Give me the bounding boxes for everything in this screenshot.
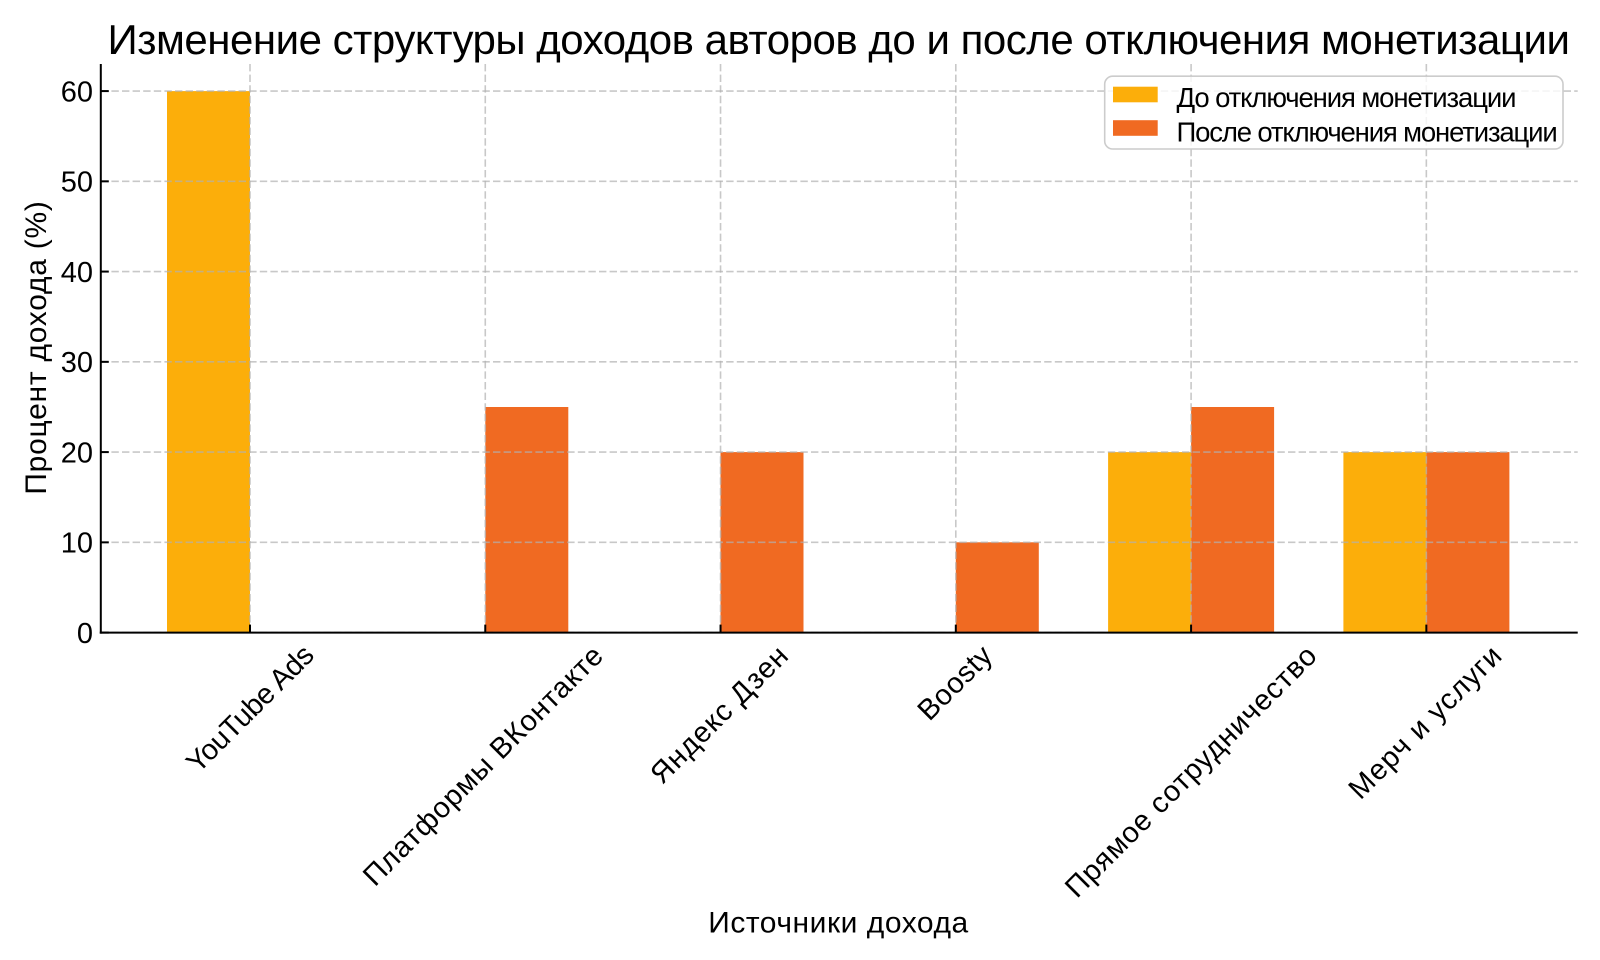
svg-text:20: 20 (61, 437, 93, 469)
svg-text:50: 50 (61, 167, 93, 199)
svg-text:10: 10 (61, 528, 93, 560)
svg-text:Источники дохода: Источники дохода (708, 906, 969, 939)
svg-text:После отключения монетизации: После отключения монетизации (1177, 117, 1557, 148)
svg-text:40: 40 (61, 257, 93, 289)
svg-text:30: 30 (61, 347, 93, 379)
svg-text:0: 0 (77, 618, 93, 650)
svg-text:Процент дохода (%): Процент дохода (%) (20, 200, 53, 494)
svg-text:До отключения монетизации: До отключения монетизации (1177, 82, 1516, 113)
svg-text:60: 60 (61, 76, 93, 108)
svg-text:Изменение структуры доходов ав: Изменение структуры доходов авторов до и… (108, 16, 1570, 63)
